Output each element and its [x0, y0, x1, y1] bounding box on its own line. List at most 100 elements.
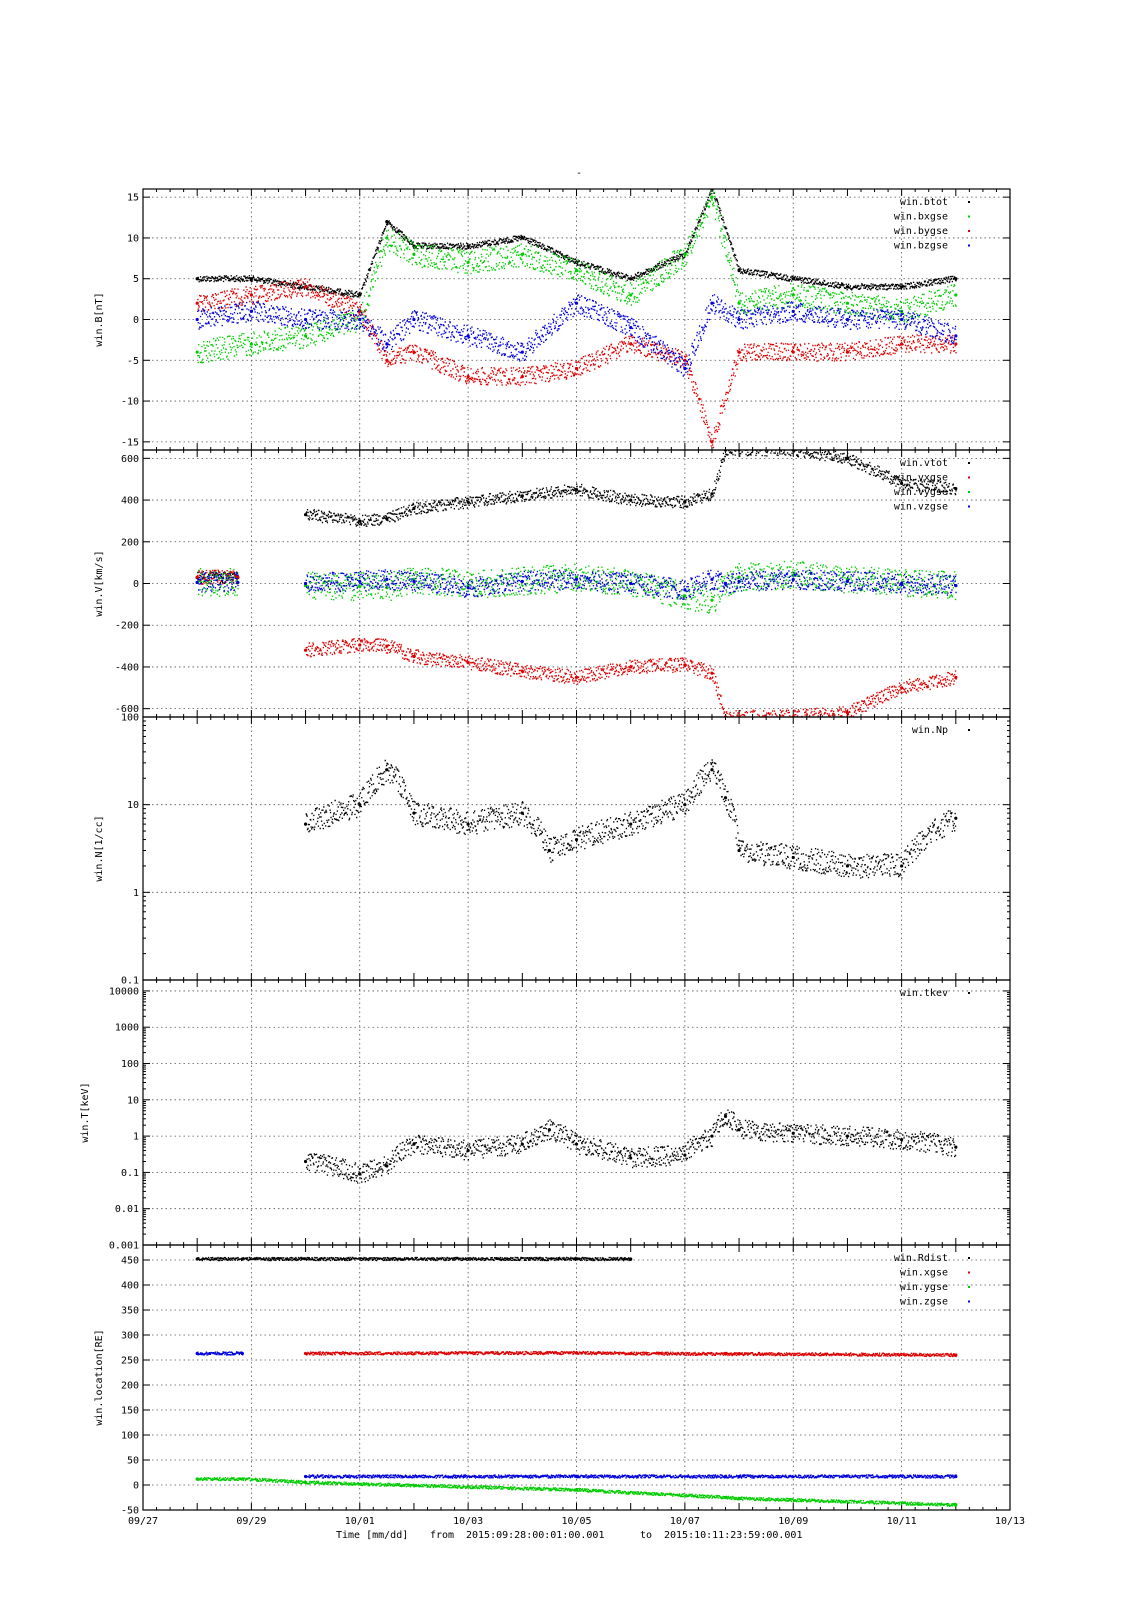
y-tick-label: 0.001 [109, 1241, 139, 1252]
data-point [629, 822, 633, 826]
y-tick-label: -400 [115, 662, 139, 673]
series-scatter-dots [197, 190, 957, 364]
series-scatter-dots [197, 294, 957, 377]
data-point [574, 1142, 579, 1146]
legend-marker [968, 1257, 970, 1259]
data-point [574, 366, 579, 371]
data-point [683, 252, 687, 256]
legend-label: win.btot [900, 197, 948, 208]
legend-label: win.Rdist [894, 1253, 948, 1264]
data-point [723, 1114, 728, 1118]
y-tick-label: 10 [127, 800, 139, 811]
data-point [385, 236, 389, 240]
data-point [195, 350, 199, 354]
data-point [303, 581, 308, 586]
legend-marker [968, 201, 970, 203]
legend-marker [968, 729, 970, 731]
data-point [737, 301, 741, 305]
data-point [358, 643, 362, 647]
y-tick-label: 200 [121, 537, 139, 548]
data-point [845, 301, 850, 305]
panel-data [303, 759, 958, 879]
legend-marker [968, 505, 970, 508]
y-tick-label: 400 [121, 496, 139, 507]
panel-data [195, 450, 958, 717]
series-scatter-dots [305, 759, 957, 879]
data-point [574, 301, 579, 305]
x-tick-label: 09/27 [128, 1516, 158, 1527]
y-tick-label: 200 [121, 1381, 139, 1392]
series-win-vygse [195, 560, 958, 614]
panel-4: 0.001 0.01 0.1 1 10 100 1000 10000 win.T[keV] win… [80, 979, 1011, 1252]
y-axis-title: win.N[1/cc] [94, 815, 105, 881]
data-point [358, 585, 362, 589]
y-tick-label: 400 [121, 1281, 139, 1292]
data-point [683, 366, 687, 371]
legend-label: win.ygse [900, 1282, 948, 1293]
footer-to-value: 2015:10:11:23:59:00.001 [664, 1530, 802, 1541]
x-tick-label: 10/07 [670, 1516, 700, 1527]
y-tick-label: -10 [121, 397, 139, 408]
data-point [303, 822, 308, 826]
x-tick-label: 10/01 [345, 1516, 375, 1527]
series-win-ygse [195, 1476, 958, 1507]
y-axis-title: win.T[keV] [80, 1082, 91, 1142]
figure-title: - [576, 168, 582, 179]
legend-label: win.vxgse [894, 473, 948, 484]
panel-data [195, 1256, 958, 1507]
footer-time-label: Time [mm/dd] [336, 1530, 408, 1541]
legend-label: win.vtot [900, 458, 948, 469]
x-tick-label: 10/09 [778, 1516, 808, 1527]
x-tick-label: 10/13 [995, 1516, 1025, 1527]
data-point [629, 326, 633, 330]
y-tick-label: 1000 [115, 1023, 139, 1034]
series-scatter-dots [197, 1476, 957, 1507]
data-point [249, 342, 253, 346]
y-tick-label: 10 [127, 1095, 139, 1106]
series-win-vxgse [195, 569, 958, 717]
legend-marker [968, 491, 970, 493]
footer-from-label: from [430, 1530, 454, 1541]
series-win-bzgse [195, 294, 958, 377]
data-point [710, 195, 714, 199]
x-tick-label: 10/11 [887, 1516, 917, 1527]
series-scatter-dots [197, 569, 957, 600]
y-tick-label: 0.01 [115, 1204, 139, 1215]
y-tick-label: 600 [121, 454, 139, 465]
series-win-Rdist [195, 1256, 633, 1262]
data-point [385, 577, 389, 581]
panel-5: -50 0 50 100 150 200 250 300 350 400 450 win.locati… [94, 1244, 1011, 1517]
series-win-vtot [195, 450, 958, 585]
data-point [466, 374, 470, 379]
data-point [629, 1156, 633, 1160]
legend-label: win.xgse [900, 1268, 948, 1279]
series-win-btot [195, 189, 958, 298]
data-point [236, 580, 240, 585]
series-scatter-dots [197, 1351, 957, 1479]
data-point [791, 855, 795, 860]
data-point [412, 654, 416, 659]
legend-label: win.Np [912, 725, 948, 736]
series-scatter-dots [197, 278, 957, 449]
y-tick-label: 250 [121, 1356, 139, 1367]
data-point [900, 864, 904, 868]
data-point [845, 864, 850, 868]
series-win-bygse [195, 278, 958, 449]
legend-label: win.zgse [900, 1297, 948, 1308]
y-tick-label: 450 [121, 1256, 139, 1267]
panel-data [303, 1109, 958, 1184]
y-tick-label: 0 [133, 579, 139, 590]
panel-1: -15 -10 -5 0 5 10 15 win.B[nT] win.btot win.bxgse… [94, 188, 1011, 451]
data-point [737, 317, 741, 322]
y-tick-label: 0.1 [121, 1168, 139, 1179]
legend-marker [968, 1286, 970, 1288]
panel-3: 0.1 1 10 100 win.N[1/cc] win.Np [94, 713, 1011, 987]
data-point [845, 1134, 850, 1138]
series-scatter-dots [197, 569, 957, 717]
data-point [791, 309, 795, 313]
panel-data [195, 189, 958, 449]
legend-marker [968, 462, 970, 464]
data-point [303, 648, 308, 652]
data-point [385, 358, 389, 362]
y-tick-label: 300 [121, 1331, 139, 1342]
